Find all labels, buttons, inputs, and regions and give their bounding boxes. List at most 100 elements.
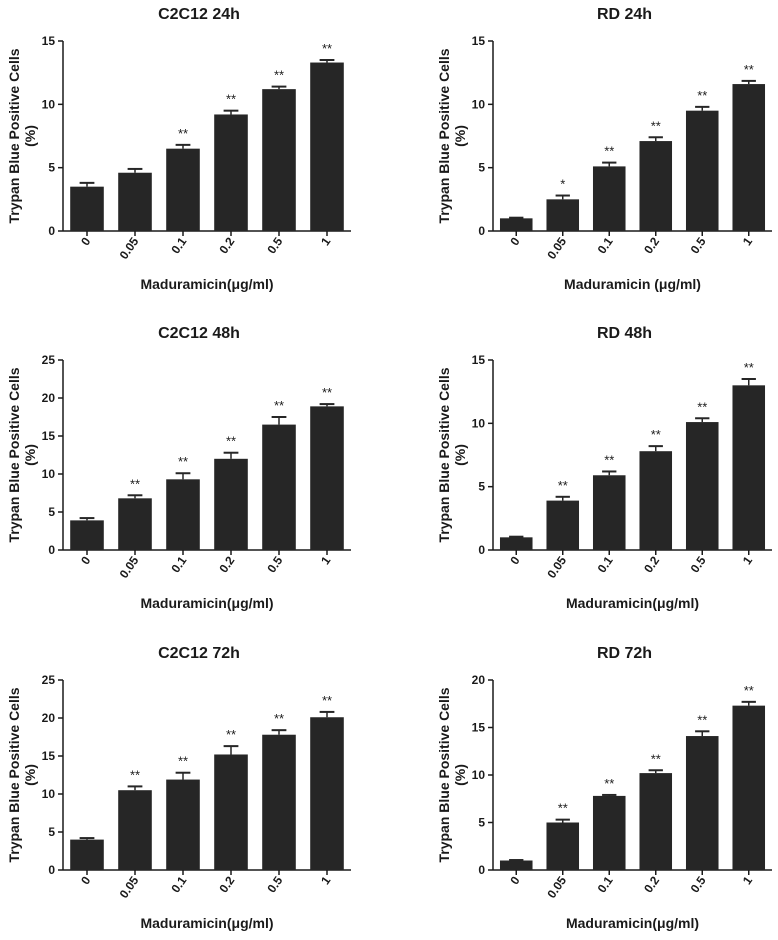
chart-panel-0: C2C12 24h Trypan Blue Positive Cells (%) 0 5…: [6, 6, 351, 292]
x-tick-label: 1: [318, 553, 333, 567]
x-tick-label: 0.1: [595, 234, 616, 256]
significance-label: **: [744, 360, 754, 375]
x-tick-label: 0.2: [216, 553, 237, 575]
x-tick-label: 1: [318, 873, 333, 887]
bar: [499, 537, 533, 550]
y-tick-label: 25: [42, 353, 56, 367]
x-tick-label: 0.2: [216, 873, 237, 895]
bar: [70, 186, 104, 231]
bar: [639, 141, 673, 231]
x-axis-label: Maduramicin(μg/ml): [140, 595, 273, 611]
bar: [166, 479, 200, 550]
y-tick-label: 20: [472, 673, 486, 687]
bar: [732, 385, 766, 550]
y-tick-label: 0: [48, 863, 55, 877]
y-tick-label: 0: [478, 224, 485, 238]
significance-label: **: [226, 92, 236, 107]
significance-label: **: [558, 478, 568, 493]
bar: [732, 84, 766, 231]
significance-label: **: [178, 754, 188, 769]
significance-label: **: [322, 385, 332, 400]
bar: [685, 110, 719, 231]
x-tick-label: 0: [507, 553, 522, 567]
x-axis-label: Maduramicin (μg/ml): [564, 276, 701, 292]
significance-label: **: [322, 693, 332, 708]
chart-title: RD 48h: [597, 325, 652, 342]
y-tick-label: 25: [42, 673, 56, 687]
bar: [118, 498, 152, 550]
x-tick-label: 0.1: [595, 873, 616, 895]
significance-label: **: [651, 118, 661, 133]
bar: [118, 790, 152, 870]
x-tick-label: 0.5: [264, 873, 285, 895]
significance-label: **: [651, 427, 661, 442]
y-tick-label: 5: [478, 480, 485, 494]
x-axis-label: Maduramicin(μg/ml): [566, 915, 699, 931]
bar: [262, 89, 296, 231]
bar: [592, 475, 626, 550]
x-tick-label: 0.5: [688, 873, 709, 895]
significance-label: **: [604, 452, 614, 467]
bar: [546, 500, 580, 550]
x-tick-label: 0.05: [544, 234, 569, 261]
significance-label: **: [274, 68, 284, 83]
y-tick-label: 10: [472, 97, 486, 111]
y-tick-label: 5: [478, 161, 485, 175]
x-tick-label: 0.2: [216, 234, 237, 256]
y-tick-label: 10: [42, 97, 56, 111]
significance-label: **: [274, 711, 284, 726]
bar: [214, 754, 248, 870]
x-tick-label: 1: [740, 873, 755, 887]
bar: [732, 705, 766, 870]
significance-label: **: [558, 801, 568, 816]
bar: [592, 166, 626, 231]
y-tick-label: 5: [48, 505, 55, 519]
x-tick-label: 0.05: [117, 234, 142, 261]
y-tick-label: 15: [42, 429, 56, 443]
significance-label: **: [697, 399, 707, 414]
x-tick-label: 0.1: [168, 553, 189, 575]
bar: [546, 199, 580, 231]
y-tick-label: 15: [472, 34, 486, 48]
y-tick-label: 10: [42, 787, 56, 801]
y-tick-label: 0: [478, 543, 485, 557]
y-axis-unit: (%): [22, 444, 38, 466]
bar: [262, 734, 296, 870]
bar: [499, 860, 533, 870]
y-tick-label: 0: [48, 224, 55, 238]
chart-title: RD 72h: [597, 645, 652, 662]
y-tick-label: 5: [478, 816, 485, 830]
y-axis-label: Trypan Blue Positive Cells: [436, 48, 452, 223]
x-tick-label: 0.05: [544, 873, 569, 900]
x-tick-label: 0: [78, 234, 93, 248]
x-tick-label: 1: [740, 234, 755, 248]
y-tick-label: 15: [472, 721, 486, 735]
y-axis-label: Trypan Blue Positive Cells: [436, 687, 452, 862]
x-tick-label: 0.05: [544, 553, 569, 580]
significance-label: **: [274, 398, 284, 413]
y-tick-label: 15: [472, 353, 486, 367]
y-tick-label: 15: [42, 749, 56, 763]
x-tick-label: 0.2: [641, 234, 662, 256]
y-tick-label: 10: [42, 467, 56, 481]
bar: [592, 795, 626, 870]
significance-label: *: [560, 177, 565, 192]
significance-label: **: [604, 144, 614, 159]
significance-label: **: [744, 62, 754, 77]
x-tick-label: 0.5: [264, 553, 285, 575]
bar: [639, 773, 673, 870]
significance-label: **: [604, 776, 614, 791]
x-tick-label: 0: [78, 873, 93, 887]
x-tick-label: 0: [78, 553, 93, 567]
significance-label: **: [651, 751, 661, 766]
bar: [685, 736, 719, 870]
y-tick-label: 20: [42, 391, 56, 405]
bar: [166, 148, 200, 231]
bar: [70, 520, 104, 550]
chart-title: C2C12 48h: [158, 325, 240, 342]
x-axis-label: Maduramicin(μg/ml): [566, 595, 699, 611]
x-tick-label: 0.5: [264, 234, 285, 256]
x-tick-label: 0.1: [168, 873, 189, 895]
significance-label: **: [226, 434, 236, 449]
